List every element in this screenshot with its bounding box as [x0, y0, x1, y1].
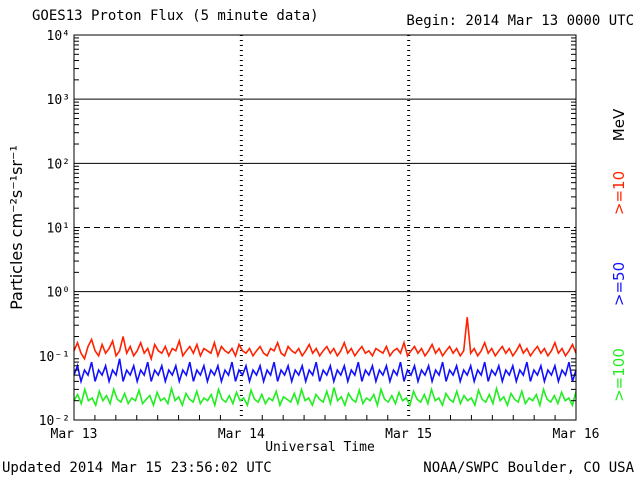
- x-tick-label: Mar 16: [553, 427, 600, 442]
- begin-date-label: Begin: 2014 Mar 13 0000 UTC: [406, 13, 634, 29]
- x-tick-label: Mar 15: [385, 427, 432, 442]
- series-layer: [73, 317, 577, 409]
- y-tick-label: 10²: [47, 157, 70, 172]
- series-line-100: [73, 385, 577, 409]
- legend-entry: >=50: [610, 262, 628, 306]
- legend-entry: >=100: [610, 348, 628, 402]
- updated-timestamp: Updated 2014 Mar 15 23:56:02 UTC: [2, 460, 272, 476]
- y-tick-label: 10¹: [47, 222, 70, 237]
- x-axis-ticks: Mar 13 Mar 14 Mar 15 Mar 16: [51, 415, 600, 442]
- day-divider-ticks: [239, 35, 411, 420]
- y-tick-label: 10⁻¹: [39, 350, 70, 365]
- chart-title: GOES13 Proton Flux (5 minute data): [32, 8, 319, 24]
- series-line-50: [73, 358, 577, 385]
- x-tick-label: Mar 14: [218, 427, 265, 442]
- legend-entry: >=10: [610, 171, 628, 215]
- y-tick-label: 10⁴: [47, 29, 70, 44]
- x-tick-label: Mar 13: [51, 427, 98, 442]
- y-tick-label: 10³: [47, 93, 70, 108]
- y-tick-label: 10⁰: [47, 286, 70, 301]
- y-tick-label: 10⁻²: [39, 414, 70, 429]
- legend-unit: MeV: [610, 108, 628, 141]
- x-axis-label: Universal Time: [265, 440, 375, 455]
- y-axis-ticks: 10⁻² 10⁻¹ 10⁰ 10¹ 10² 10³ 10⁴: [39, 29, 576, 429]
- y-axis-label: Particles cm⁻²s⁻¹sr⁻¹: [7, 145, 26, 310]
- legend: MeV >=10 >=50 >=100: [610, 108, 628, 402]
- threshold-lines: [74, 98, 576, 293]
- credit-label: NOAA/SWPC Boulder, CO USA: [423, 460, 634, 476]
- series-line-10: [73, 317, 577, 362]
